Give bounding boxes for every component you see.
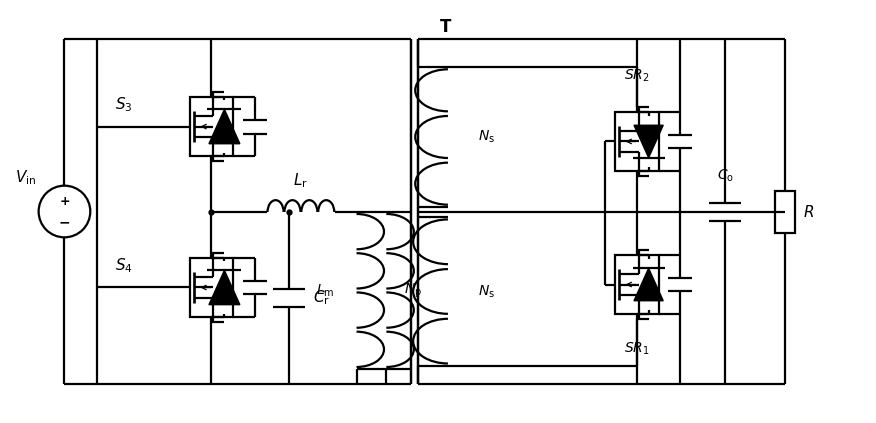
Text: T: T	[441, 18, 452, 36]
Text: −: −	[59, 215, 70, 229]
Bar	[615, 255, 659, 314]
Text: $C_{\rm r}$: $C_{\rm r}$	[313, 288, 330, 307]
Text: +: +	[60, 195, 70, 208]
Text: $V_{\rm in}$: $V_{\rm in}$	[16, 168, 37, 187]
Text: $C_{\rm o}$: $C_{\rm o}$	[717, 168, 733, 184]
Text: $SR_1$: $SR_1$	[624, 340, 649, 357]
Text: $N_{\rm s}$: $N_{\rm s}$	[477, 129, 495, 145]
Text: $SR_2$: $SR_2$	[624, 67, 649, 84]
Text: $L_{\rm m}$: $L_{\rm m}$	[316, 282, 335, 299]
Polygon shape	[209, 110, 240, 144]
Polygon shape	[634, 125, 663, 158]
Bar	[189, 97, 233, 157]
Text: $N_{\rm s}$: $N_{\rm s}$	[477, 283, 495, 299]
Text: $S_4$: $S_4$	[115, 256, 133, 275]
Bar	[615, 112, 659, 171]
Polygon shape	[634, 268, 663, 301]
Bar	[189, 258, 233, 317]
Text: $R$: $R$	[802, 204, 814, 220]
Text: $N_{\rm p}$: $N_{\rm p}$	[404, 281, 422, 299]
Bar	[774, 191, 795, 233]
Polygon shape	[209, 270, 240, 305]
Text: $S_3$: $S_3$	[115, 95, 132, 114]
Text: $L_{\rm r}$: $L_{\rm r}$	[293, 171, 308, 190]
